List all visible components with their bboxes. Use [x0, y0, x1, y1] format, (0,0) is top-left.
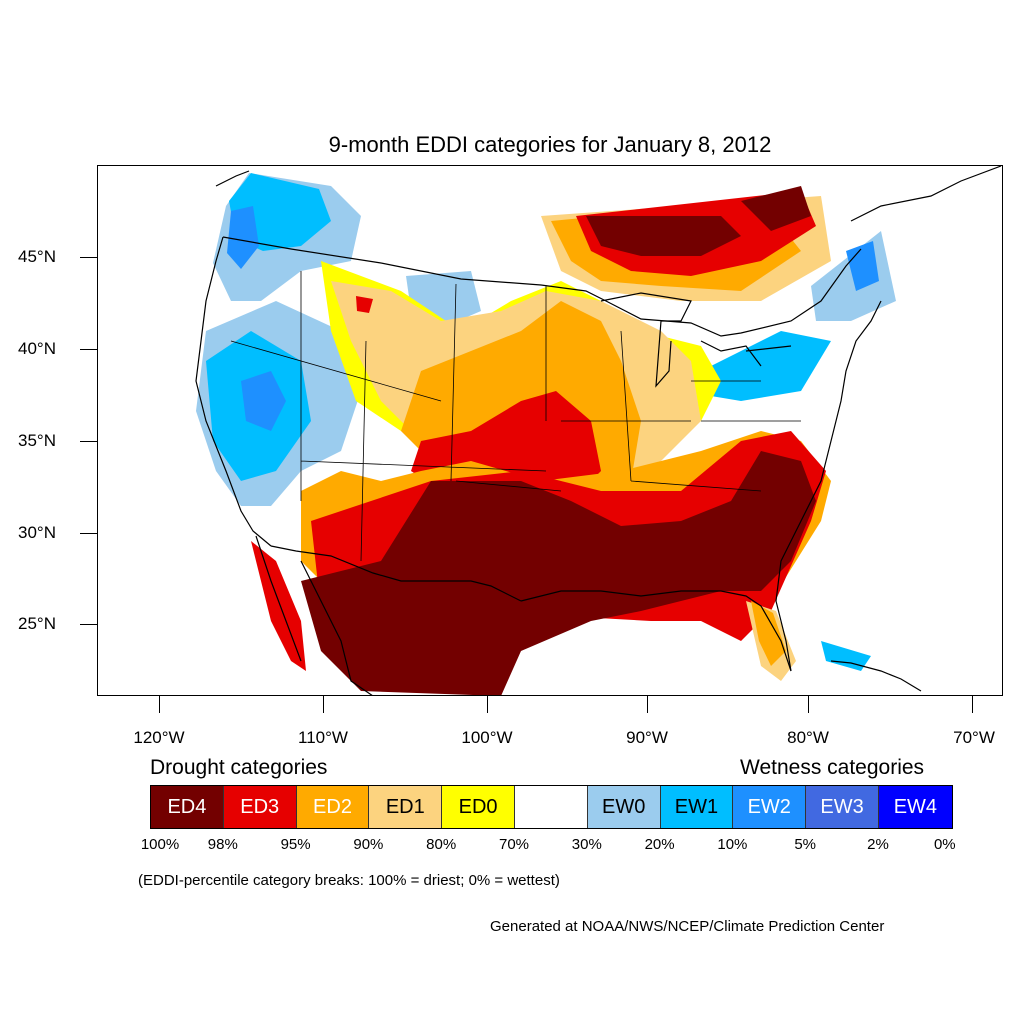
us-coast-west [195, 236, 272, 547]
credit-line: Generated at NOAA/NWS/NCEP/Climate Predi… [490, 918, 885, 935]
lon-tick [808, 696, 809, 713]
legend-cell-ew1: EW1 [660, 786, 734, 828]
lat-tick [80, 533, 97, 534]
lat-label-40: 40°N [18, 339, 56, 358]
canada-border [222, 236, 862, 337]
ed2-florida [751, 601, 786, 666]
lon-label-70: 70°W [953, 728, 995, 747]
ew1-great-lakes [701, 331, 831, 401]
canada-coast-west [215, 170, 250, 187]
gulf-coast [520, 590, 792, 672]
lon-tick [647, 696, 648, 713]
legend-break-label: 98% [207, 836, 238, 853]
ew2-coast-washington [227, 206, 259, 269]
lat-label-25: 25°N [18, 614, 56, 633]
wetness-regions [196, 173, 896, 671]
lat-tick [80, 257, 97, 258]
lat-label-45: 45°N [18, 247, 56, 266]
legend-cell-ed0: ED0 [442, 786, 515, 828]
ed3-utah [356, 296, 373, 313]
lat-label-30: 30°N [18, 523, 56, 542]
lon-tick [487, 696, 488, 713]
ew1-bahamas [821, 641, 871, 671]
legend-break-label: 70% [498, 836, 530, 853]
drought-heading: Drought categories [150, 756, 328, 779]
legend-cell-ew0: EW0 [587, 786, 661, 828]
legend-break-label: 90% [353, 836, 384, 853]
mexico-coast [255, 535, 373, 695]
map-panel [97, 165, 1003, 696]
great-lakes [600, 292, 792, 388]
legend-break-label: 20% [644, 836, 675, 853]
map-title: 9-month EDDI categories for January 8, 2… [328, 132, 772, 157]
legend-cell-neutral [514, 786, 588, 828]
ed4-texas-southeast [301, 451, 816, 695]
east-coast [775, 300, 882, 672]
ew2-nevada-utah [241, 371, 286, 431]
ew2-maine [846, 241, 879, 291]
legend-break-label: 95% [280, 836, 311, 853]
mexico-border [270, 545, 522, 602]
canada-coast-east [850, 166, 1002, 222]
category-note: (EDDI-percentile category breaks: 100% =… [138, 872, 560, 889]
state-lines [230, 271, 801, 562]
lat-label-35: 35°N [18, 431, 56, 450]
ed4-lake-superior [586, 216, 741, 256]
lon-tick [323, 696, 324, 713]
legend-cell-ed1: ED1 [369, 786, 443, 828]
legend-break-label: 80% [426, 836, 457, 853]
ed4-northern-minnesota [741, 186, 811, 231]
legend-cell-ew2: EW2 [733, 786, 807, 828]
boundaries [195, 166, 1002, 695]
lon-label-80: 80°W [787, 728, 829, 747]
legend-cell-ed4: ED4 [151, 786, 224, 828]
legend-break-label: 0% [933, 836, 956, 853]
lat-tick [80, 349, 97, 350]
legend-cell-ed2: ED2 [296, 786, 370, 828]
lon-tick [159, 696, 160, 713]
lat-tick [80, 624, 97, 625]
legend-colorbar: ED4 ED3 ED2 ED1 ED0 EW0 EW1 EW2 EW3 EW4 [150, 785, 953, 829]
legend-cell-ew4: EW4 [878, 786, 952, 828]
lat-tick [80, 441, 97, 442]
lon-label-120: 120°W [133, 728, 185, 747]
legend-break-label: 2% [867, 836, 889, 853]
legend-break-label: 30% [571, 836, 602, 853]
cuba-coast [830, 660, 922, 692]
legend-break-label: 5% [794, 836, 817, 853]
lon-label-90: 90°W [626, 728, 668, 747]
legend-break-label: 100% [140, 836, 180, 853]
eddi-map [195, 166, 1002, 695]
legend-cell-ew3: EW3 [806, 786, 879, 828]
lon-tick [972, 696, 973, 713]
legend-break-label: 10% [717, 836, 748, 853]
legend-cell-ed3: ED3 [223, 786, 297, 828]
drought-regions [251, 186, 831, 695]
lon-label-100: 100°W [461, 728, 513, 747]
lon-label-110: 110°W [298, 728, 348, 747]
wetness-heading: Wetness categories [740, 756, 925, 779]
